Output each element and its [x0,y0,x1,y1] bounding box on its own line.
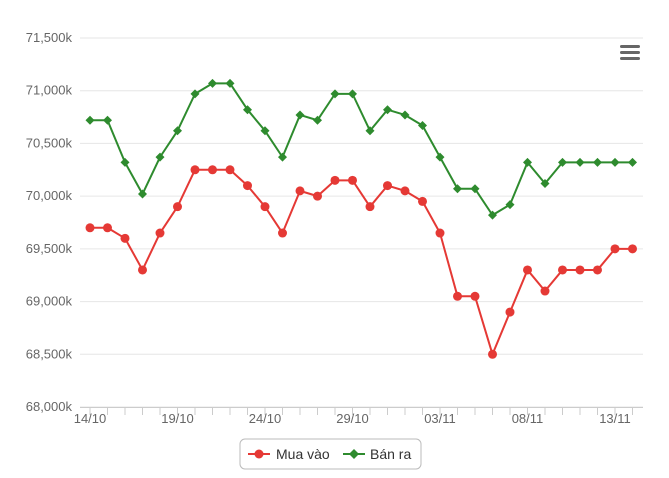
data-point-mua-vao[interactable] [225,165,235,175]
data-point-mua-vao[interactable] [173,202,182,212]
y-tick-label: 69,500k [26,241,73,256]
data-point-ban-ra[interactable] [610,157,620,167]
series-mua-vao [85,165,637,359]
x-tick-label: 14/10 [74,411,107,426]
data-point-ban-ra[interactable] [120,157,130,167]
legend-label-mua-vao: Mua vào [276,446,330,462]
data-point-mua-vao[interactable] [383,181,392,191]
y-tick-label: 71,000k [26,83,73,98]
data-point-ban-ra[interactable] [295,110,305,120]
data-point-ban-ra[interactable] [330,89,340,99]
legend-item-ban-ra[interactable]: Bán ra [343,446,411,462]
data-point-mua-vao[interactable] [540,286,550,296]
data-point-ban-ra[interactable] [348,89,357,99]
data-point-mua-vao[interactable] [278,228,287,238]
data-point-mua-vao[interactable] [155,228,165,238]
data-point-ban-ra[interactable] [523,157,532,167]
data-point-mua-vao[interactable] [575,265,585,275]
y-tick-label: 69,000k [26,294,73,309]
x-axis-tick-labels: 14/10 19/10 24/10 29/10 03/11 08/11 13/11 [74,411,631,426]
data-point-mua-vao[interactable] [190,165,200,175]
data-point-mua-vao[interactable] [330,175,340,185]
data-point-ban-ra[interactable] [470,184,480,194]
x-tick-label: 29/10 [336,411,369,426]
data-point-ban-ra[interactable] [505,200,515,210]
y-tick-label: 70,000k [26,188,73,203]
data-point-ban-ra[interactable] [260,126,270,136]
data-point-mua-vao[interactable] [558,265,567,275]
data-point-ban-ra[interactable] [173,126,182,136]
x-axis [80,407,643,415]
data-point-mua-vao[interactable] [523,265,532,275]
y-tick-label: 68,000k [26,399,73,414]
data-point-ban-ra[interactable] [365,126,375,136]
data-point-ban-ra[interactable] [243,105,252,115]
y-tick-label: 70,500k [26,135,73,150]
data-point-ban-ra[interactable] [453,184,462,194]
x-tick-label: 08/11 [512,411,544,426]
series-line-mua-vao [90,168,633,356]
data-point-ban-ra[interactable] [575,157,585,167]
data-point-mua-vao[interactable] [418,196,427,206]
data-point-mua-vao[interactable] [593,265,602,275]
data-point-ban-ra[interactable] [278,152,287,162]
data-point-mua-vao[interactable] [208,165,217,175]
y-axis-tick-labels: 68,000k 68,500k 69,000k 69,500k 70,000k 70,50… [26,30,73,414]
grid-lines [80,37,643,408]
data-point-ban-ra[interactable] [138,189,147,199]
data-point-mua-vao[interactable] [435,228,445,238]
data-point-mua-vao[interactable] [488,349,497,359]
data-point-mua-vao[interactable] [85,223,95,233]
y-tick-label: 71,500k [26,30,73,45]
data-point-mua-vao[interactable] [138,265,147,275]
series-ban-ra [85,78,637,220]
data-point-ban-ra[interactable] [558,157,567,167]
data-point-mua-vao[interactable] [628,244,637,254]
data-point-mua-vao[interactable] [400,186,410,196]
data-point-ban-ra[interactable] [418,121,427,131]
data-point-ban-ra[interactable] [400,110,410,120]
data-point-ban-ra[interactable] [155,152,165,162]
data-point-ban-ra[interactable] [208,78,217,88]
legend: Mua vào Bán ra [239,438,422,470]
data-point-mua-vao[interactable] [453,291,462,301]
legend-label-ban-ra: Bán ra [370,446,411,462]
data-point-mua-vao[interactable] [348,175,357,185]
data-point-mua-vao[interactable] [295,186,305,196]
data-point-ban-ra[interactable] [628,157,637,167]
data-point-ban-ra[interactable] [488,210,497,220]
hamburger-menu-icon[interactable] [619,43,641,63]
data-point-mua-vao[interactable] [120,233,130,243]
data-point-ban-ra[interactable] [593,157,602,167]
data-point-mua-vao[interactable] [365,202,375,212]
data-point-ban-ra[interactable] [85,115,95,125]
data-point-mua-vao[interactable] [243,181,252,191]
data-point-mua-vao[interactable] [313,191,322,201]
legend-marker-mua-vao [254,449,264,459]
x-tick-label: 13/11 [599,411,631,426]
data-point-ban-ra[interactable] [313,115,322,125]
data-point-ban-ra[interactable] [435,152,445,162]
data-point-mua-vao[interactable] [103,223,112,233]
legend-item-mua-vao[interactable]: Mua vào [248,446,330,462]
y-tick-label: 68,500k [26,346,73,361]
series-layer [85,78,637,359]
data-point-ban-ra[interactable] [190,89,200,99]
data-point-ban-ra[interactable] [225,78,235,88]
series-line-ban-ra [90,82,633,217]
legend-box [239,438,422,470]
data-point-mua-vao[interactable] [505,307,515,317]
data-point-mua-vao[interactable] [470,291,480,301]
data-point-mua-vao[interactable] [260,202,270,212]
x-tick-label: 03/11 [424,411,456,426]
x-tick-label: 24/10 [249,411,282,426]
data-point-mua-vao[interactable] [610,244,620,254]
legend-marker-ban-ra [349,449,359,459]
data-point-ban-ra[interactable] [383,105,392,115]
data-point-ban-ra[interactable] [103,115,112,125]
data-point-ban-ra[interactable] [540,178,550,188]
x-tick-label: 19/10 [161,411,194,426]
